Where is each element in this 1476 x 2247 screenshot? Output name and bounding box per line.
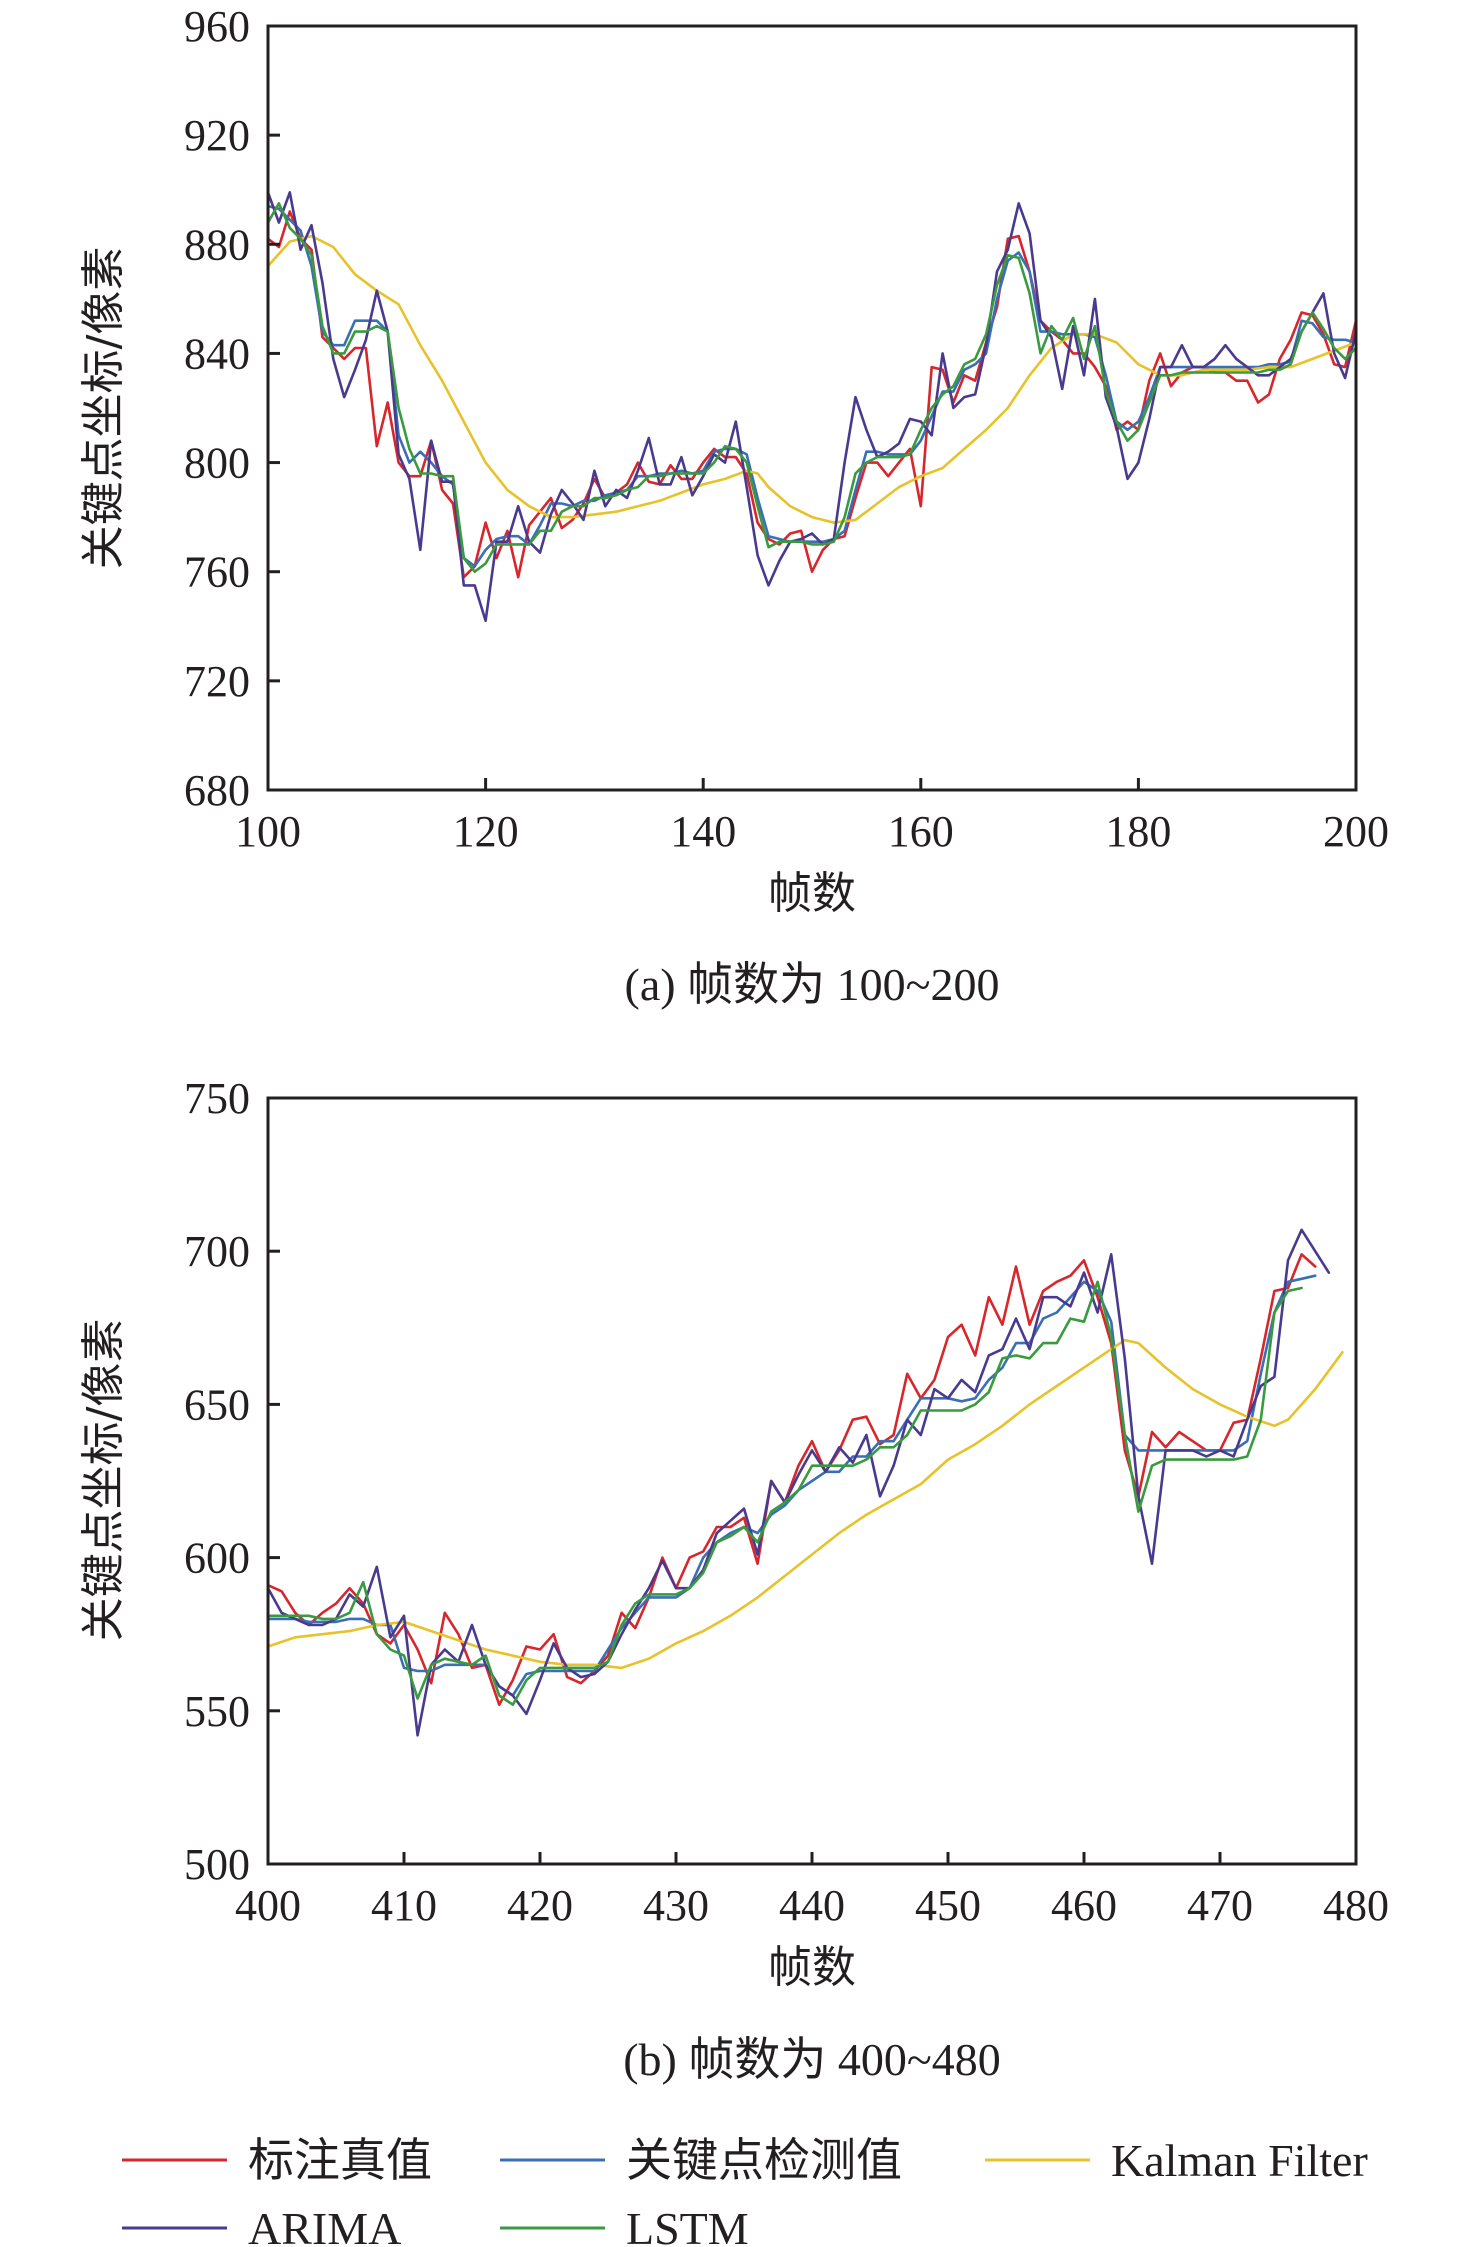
legend-item: 关键点检测值	[500, 2135, 902, 2186]
legend: 标注真值 关键点检测值 Kalman Filter ARIMA LSTM	[122, 2135, 1368, 2247]
y-tick-label: 920	[184, 111, 250, 160]
chart-caption: (b) 帧数为 400~480	[623, 2034, 1001, 2085]
series-line-1	[268, 204, 1356, 568]
x-tick-label: 410	[371, 1881, 437, 1930]
y-tick-label: 680	[184, 766, 250, 815]
legend-label: Kalman Filter	[1111, 2135, 1368, 2186]
y-tick-label: 880	[184, 220, 250, 269]
series-line-3	[268, 1228, 1331, 1737]
series-line-4	[268, 1280, 1303, 1706]
y-tick-label: 500	[184, 1840, 250, 1889]
series-line-4	[268, 202, 1356, 573]
y-tick-label: 800	[184, 439, 250, 488]
y-tick-label: 960	[184, 2, 250, 51]
series-line-2	[268, 234, 1356, 524]
x-tick-label: 100	[235, 807, 301, 856]
y-tick-label: 700	[184, 1227, 250, 1276]
y-axis-label: 关键点坐标/像素	[78, 1319, 129, 1642]
y-tick-label: 550	[184, 1687, 250, 1736]
chart-caption: (a) 帧数为 100~200	[625, 959, 1000, 1010]
y-axis-label: 关键点坐标/像素	[78, 247, 129, 570]
series-line-3	[268, 191, 1356, 623]
x-tick-label: 420	[507, 1881, 573, 1930]
legend-item: ARIMA	[122, 2203, 401, 2247]
y-tick-label: 650	[184, 1380, 250, 1429]
x-axis-label: 帧数	[768, 1942, 856, 1993]
x-axis-label: 帧数	[768, 868, 856, 919]
series-group	[268, 191, 1356, 623]
x-tick-label: 180	[1105, 807, 1171, 856]
chart-a: 100 120 140 160 180 200 680 720 760 800 840 880 920 9…	[78, 2, 1389, 1010]
y-tick-label: 750	[184, 1074, 250, 1123]
x-tick-label: 470	[1187, 1881, 1253, 1930]
x-tick-label: 460	[1051, 1881, 1117, 1930]
x-tick-label: 120	[453, 807, 519, 856]
x-tick-label: 440	[779, 1881, 845, 1930]
legend-item: 标注真值	[122, 2135, 432, 2186]
y-tick-label: 840	[184, 329, 250, 378]
x-tick-label: 140	[670, 807, 736, 856]
legend-label: ARIMA	[248, 2203, 401, 2247]
series-line-2	[268, 1338, 1344, 1670]
legend-label: 关键点检测值	[626, 2135, 902, 2186]
x-tick-label: 430	[643, 1881, 709, 1930]
y-tick-label: 600	[184, 1534, 250, 1583]
legend-item: LSTM	[500, 2203, 749, 2247]
x-tick-label: 450	[915, 1881, 981, 1930]
x-tick-label: 480	[1323, 1881, 1389, 1930]
legend-label: 标注真值	[248, 2135, 432, 2186]
series-line-0	[268, 1253, 1317, 1706]
x-tick-label: 200	[1323, 807, 1389, 856]
series-group	[268, 1228, 1344, 1737]
chart-b: 400 410 420 430 440 450 460 470 480 500 550 600 650 7…	[78, 1074, 1389, 2085]
legend-label: LSTM	[626, 2203, 749, 2247]
x-tick-label: 400	[235, 1881, 301, 1930]
series-line-0	[268, 210, 1356, 579]
x-tick-label: 160	[888, 807, 954, 856]
y-tick-label: 720	[184, 657, 250, 706]
plot-frame	[266, 24, 1358, 792]
y-tick-label: 760	[184, 548, 250, 597]
legend-item: Kalman Filter	[985, 2135, 1368, 2186]
